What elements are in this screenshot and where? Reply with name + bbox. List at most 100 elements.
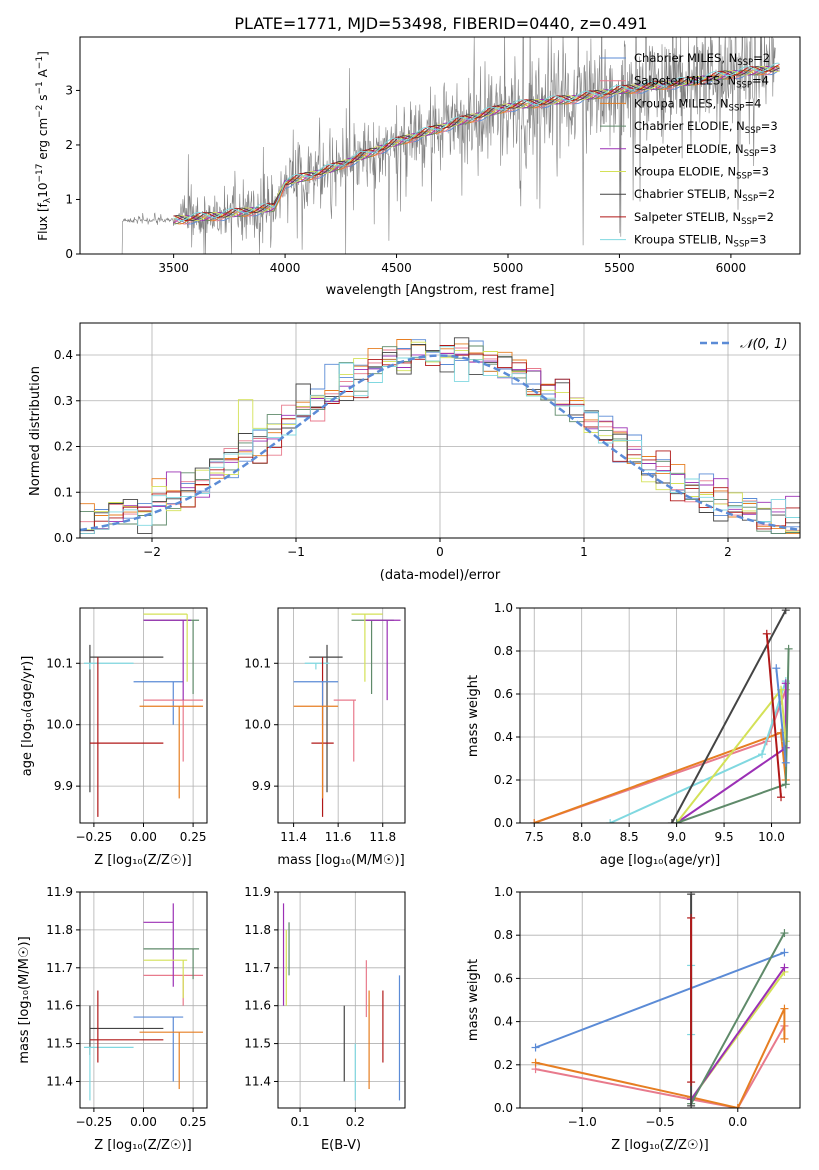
histogram-xlabel: (data-model)/error: [380, 568, 501, 583]
y-tick-label: 11.7: [46, 961, 73, 975]
mass-weight-marker: [531, 1043, 540, 1052]
x-tick-label: 0.2: [346, 1115, 365, 1129]
y-tick-label: 2: [65, 138, 73, 152]
y-tick-label: 9.9: [54, 779, 73, 793]
x-tick-label: 5000: [493, 261, 524, 275]
spectrum-panel: 3500 4000 4500 5000 5500 6000 0 1 2 3 wavelength …: [35, 36, 801, 298]
mass-weight-marker: [672, 819, 681, 823]
error-bar: [139, 1031, 204, 1090]
histogram-ylabel: Normed distribution: [28, 366, 43, 496]
error-bar: [351, 613, 383, 682]
p5-ylabel: mass [log₁₀(M/M☉)]: [17, 936, 32, 1063]
mass-weight-marker: [772, 664, 781, 673]
x-tick-label: 0.00: [130, 1115, 157, 1129]
x-tick-label: −2: [143, 545, 161, 559]
p2-ylabel: age [log₁₀(age/yr)]: [20, 656, 35, 777]
mass-weight-marker: [780, 963, 789, 972]
mass-weight-marker: [780, 929, 789, 938]
y-tick-label: 3: [65, 83, 73, 97]
error-bar: [143, 619, 192, 701]
mass-weight-marker: [530, 819, 539, 823]
legend-entry: Chabrier MILES, NSSP=2: [634, 51, 770, 68]
x-tick-label: 4500: [381, 261, 412, 275]
error-bar: [133, 681, 184, 725]
x-tick-label: 0.00: [130, 830, 157, 844]
y-tick-label: 11.7: [244, 961, 271, 975]
y-tick-label: 0.2: [54, 440, 73, 454]
y-tick-label: 11.9: [46, 885, 73, 899]
x-tick-label: 0: [436, 545, 444, 559]
mass-weight-marker: [781, 758, 790, 767]
mass-weight-line: [690, 932, 786, 1105]
legend-entry: Chabrier STELIB, NSSP=2: [634, 187, 775, 204]
p2-xlabel: Z [log₁₀(Z/Z☉)]: [94, 853, 191, 868]
spectrum-model-line: [173, 64, 780, 221]
x-tick-label: 11.6: [325, 830, 352, 844]
legend-entry: Salpeter STELIB, NSSP=2: [634, 210, 774, 227]
histogram-legend: 𝒩(0, 1): [700, 337, 787, 352]
error-bar: [293, 705, 339, 799]
x-tick-label: 2: [724, 545, 732, 559]
y-tick-label: 11.9: [244, 885, 271, 899]
error-bar: [143, 903, 174, 987]
y-tick-label: 10.0: [244, 718, 271, 732]
mass-weight-marker: [687, 1078, 696, 1087]
x-tick-label: 9.0: [667, 830, 686, 844]
spectrum-legend: Chabrier MILES, NSSP=2 Salpeter MILES, NS…: [600, 51, 778, 250]
y-tick-label: 0.2: [494, 1058, 513, 1072]
y-tick-label: 0.0: [54, 531, 73, 545]
p6-xlabel: E(B-V): [321, 1138, 361, 1153]
mass-weight-marker: [687, 892, 696, 899]
mass-weight-marker: [780, 1004, 789, 1013]
x-tick-label: 0.1: [291, 1115, 310, 1129]
mass-weight-marker: [780, 1034, 789, 1043]
spectrum-data-line: [120, 37, 776, 254]
y-tick-label: 10.1: [244, 656, 271, 670]
p4-xlabel: age [log₁₀(age/yr)]: [600, 853, 721, 868]
error-bar: [89, 644, 164, 793]
mass-weight-marker: [781, 608, 790, 615]
mass-vs-extinction-panel: 0.1 0.2 11.4 11.5 11.6 11.7 11.8 11.9 E(B-V): [244, 885, 406, 1153]
error-bar: [143, 959, 188, 999]
error-bar: [309, 644, 343, 793]
y-tick-label: 11.4: [244, 1074, 271, 1088]
spectrum-model-line: [173, 66, 780, 222]
y-tick-label: 0.4: [494, 1015, 513, 1029]
mass-vs-metallicity-panel: −0.25 0.00 0.25 11.4 11.5 11.6 11.7 11.8 11.9 Z …: [17, 885, 208, 1153]
error-bar: [333, 699, 356, 762]
y-tick-label: 0.8: [494, 644, 513, 658]
mass-weight-line: [535, 1025, 786, 1108]
mass-weight-marker: [667, 819, 676, 823]
p4-ylabel: mass weight: [466, 675, 481, 757]
mass-weight-line: [690, 967, 786, 1100]
mass-weight-line: [765, 633, 782, 798]
legend-entry: Kroupa STELIB, NSSP=3: [634, 233, 766, 250]
mass-weight-line: [671, 609, 787, 823]
legend-entry: Kroupa ELODIE, NSSP=3: [634, 165, 769, 182]
y-tick-label: 0.4: [494, 730, 513, 744]
mass-weight-line: [775, 668, 787, 763]
x-tick-label: 5500: [604, 261, 635, 275]
error-bar: [89, 990, 164, 1063]
mass-weight-marker: [687, 913, 696, 922]
error-bar: [364, 619, 401, 701]
mass-weight-line: [535, 1008, 786, 1108]
y-tick-label: 0.4: [54, 348, 73, 362]
spectrum-model-line: [173, 62, 780, 221]
x-tick-label: 4000: [270, 261, 301, 275]
y-tick-label: 0.6: [494, 687, 513, 701]
y-tick-label: 0.3: [54, 394, 73, 408]
legend-entry: Salpeter ELODIE, NSSP=3: [634, 142, 777, 159]
y-tick-label: 0: [65, 247, 73, 261]
mass-weight-vs-metallicity-panel: −1.0 −0.5 0.0 0.0 0.2 0.4 0.6 0.8 1.0 Z [log₁₀(Z…: [466, 885, 801, 1153]
y-tick-label: 11.5: [244, 1037, 271, 1051]
error-bar: [304, 662, 330, 670]
mass-weight-marker: [780, 948, 789, 957]
mass-weight-line: [535, 951, 785, 1049]
y-tick-label: 11.8: [46, 923, 73, 937]
y-tick-label: 11.4: [46, 1074, 73, 1088]
spectrum-ylabel: Flux [fλ10−17 erg cm−2 s−1 A−1]: [35, 51, 53, 241]
x-tick-label: 6000: [716, 261, 747, 275]
x-tick-label: 0.25: [180, 830, 207, 844]
mass-weight-marker: [606, 819, 615, 823]
